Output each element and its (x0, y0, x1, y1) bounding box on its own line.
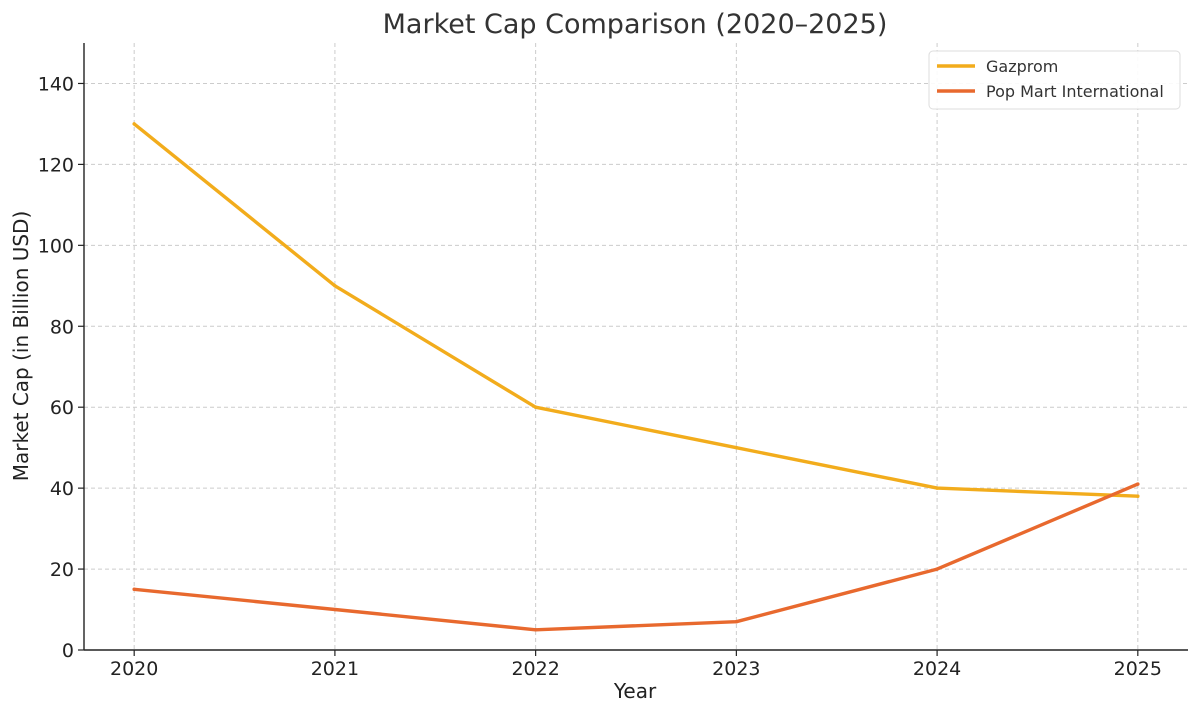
x-tick-label: 2024 (913, 658, 961, 680)
data-point-pop-mart-international (132, 587, 136, 591)
y-tick-label: 0 (62, 640, 74, 662)
data-point-gazprom (533, 405, 538, 409)
y-tick-label: 120 (38, 154, 74, 176)
x-tick-label: 2022 (511, 658, 559, 680)
data-point-gazprom (935, 486, 939, 490)
data-point-gazprom (1136, 494, 1140, 498)
series-layer (132, 122, 1140, 632)
y-tick-label: 140 (38, 73, 74, 95)
x-tick-label: 2020 (110, 658, 158, 680)
data-point-pop-mart-international (734, 619, 739, 624)
x-tick-label: 2021 (311, 658, 359, 680)
series-line-gazprom (132, 122, 1140, 498)
y-tick-label: 100 (38, 235, 74, 257)
data-point-pop-mart-international (333, 607, 337, 612)
series-line-pop-mart-international (132, 482, 1140, 632)
data-point-gazprom (333, 284, 337, 288)
data-point-pop-mart-international (935, 567, 939, 571)
x-axis-label: Year (613, 679, 657, 703)
legend-label-pop-mart-international: Pop Mart International (986, 82, 1164, 101)
y-axis-label: Market Cap (in Billion USD) (9, 211, 33, 482)
grid (84, 43, 1188, 650)
legend-box (928, 50, 1181, 110)
legend: Gazprom Pop Mart International (928, 50, 1181, 110)
x-tick-label: 2023 (712, 658, 760, 680)
y-tick-label: 80 (50, 316, 74, 338)
legend-label-gazprom: Gazprom (986, 57, 1058, 76)
chart-title: Market Cap Comparison (2020–2025) (383, 9, 888, 40)
data-point-gazprom (132, 122, 136, 126)
data-point-gazprom (734, 445, 739, 450)
y-tick-label: 40 (50, 478, 74, 500)
y-tick-label: 20 (50, 559, 74, 581)
x-tick-label: 2025 (1114, 658, 1162, 680)
data-point-pop-mart-international (1136, 482, 1140, 486)
data-point-pop-mart-international (533, 628, 538, 632)
axes (83, 43, 1188, 651)
y-tick-label: 60 (50, 397, 74, 419)
tick-labels: 2020 2021 2022 2023 2024 2025 0 20 40 60 80 100 120 1… (38, 73, 1162, 680)
